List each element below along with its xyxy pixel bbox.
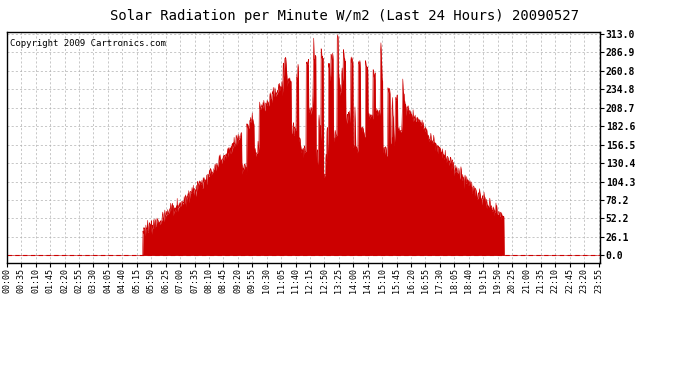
Text: Copyright 2009 Cartronics.com: Copyright 2009 Cartronics.com [10,39,166,48]
Text: Solar Radiation per Minute W/m2 (Last 24 Hours) 20090527: Solar Radiation per Minute W/m2 (Last 24… [110,9,580,23]
